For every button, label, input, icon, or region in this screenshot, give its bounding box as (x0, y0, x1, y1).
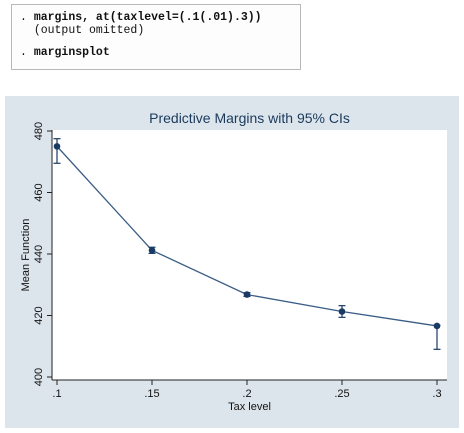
chart-svg: Predictive Margins with 95% CIs Tax leve… (5, 96, 459, 428)
x-tick-label: .1 (52, 388, 61, 400)
y-tick-label: 460 (33, 183, 45, 201)
y-tick-label: 440 (33, 245, 45, 263)
x-tick-label: .15 (144, 388, 159, 400)
x-axis-label: Tax level (228, 401, 271, 413)
console-output-note: (output omitted) (33, 24, 145, 37)
console-line-output-omitted: (output omitted) (20, 24, 292, 37)
axes: .1 .15 .2 .25 .3 400 420 440 460 480 (33, 122, 447, 400)
console-prompt: . (20, 11, 34, 24)
console-line-marginsplot: . marginsplot (20, 46, 292, 59)
chart-title: Predictive Margins with 95% CIs (149, 110, 350, 126)
y-tick-label: 480 (33, 122, 45, 140)
x-tick-label: .2 (242, 388, 251, 400)
stata-console: . margins, at(taxlevel=(.1(.01).3)) (out… (11, 4, 301, 70)
console-command-margins: margins, at(taxlevel=(.1(.01).3)) (33, 11, 262, 24)
y-tick-label: 400 (33, 368, 45, 386)
x-tick-label: .25 (334, 388, 349, 400)
data-point (243, 291, 251, 298)
console-line-margins: . margins, at(taxlevel=(.1(.01).3)) (20, 11, 292, 24)
console-indent (20, 24, 34, 37)
console-prompt: . (20, 46, 34, 59)
data-point (433, 322, 441, 330)
data-point (338, 308, 346, 315)
marginsplot-chart: Predictive Margins with 95% CIs Tax leve… (5, 96, 459, 428)
data-point (53, 143, 61, 150)
y-tick-label: 420 (33, 306, 45, 324)
data-point (148, 247, 156, 254)
plot-area (52, 130, 447, 380)
console-command-marginsplot: marginsplot (33, 46, 110, 59)
x-tick-label: .3 (432, 388, 441, 400)
y-axis-label: Mean Function (20, 219, 32, 292)
series-layer (53, 138, 441, 350)
